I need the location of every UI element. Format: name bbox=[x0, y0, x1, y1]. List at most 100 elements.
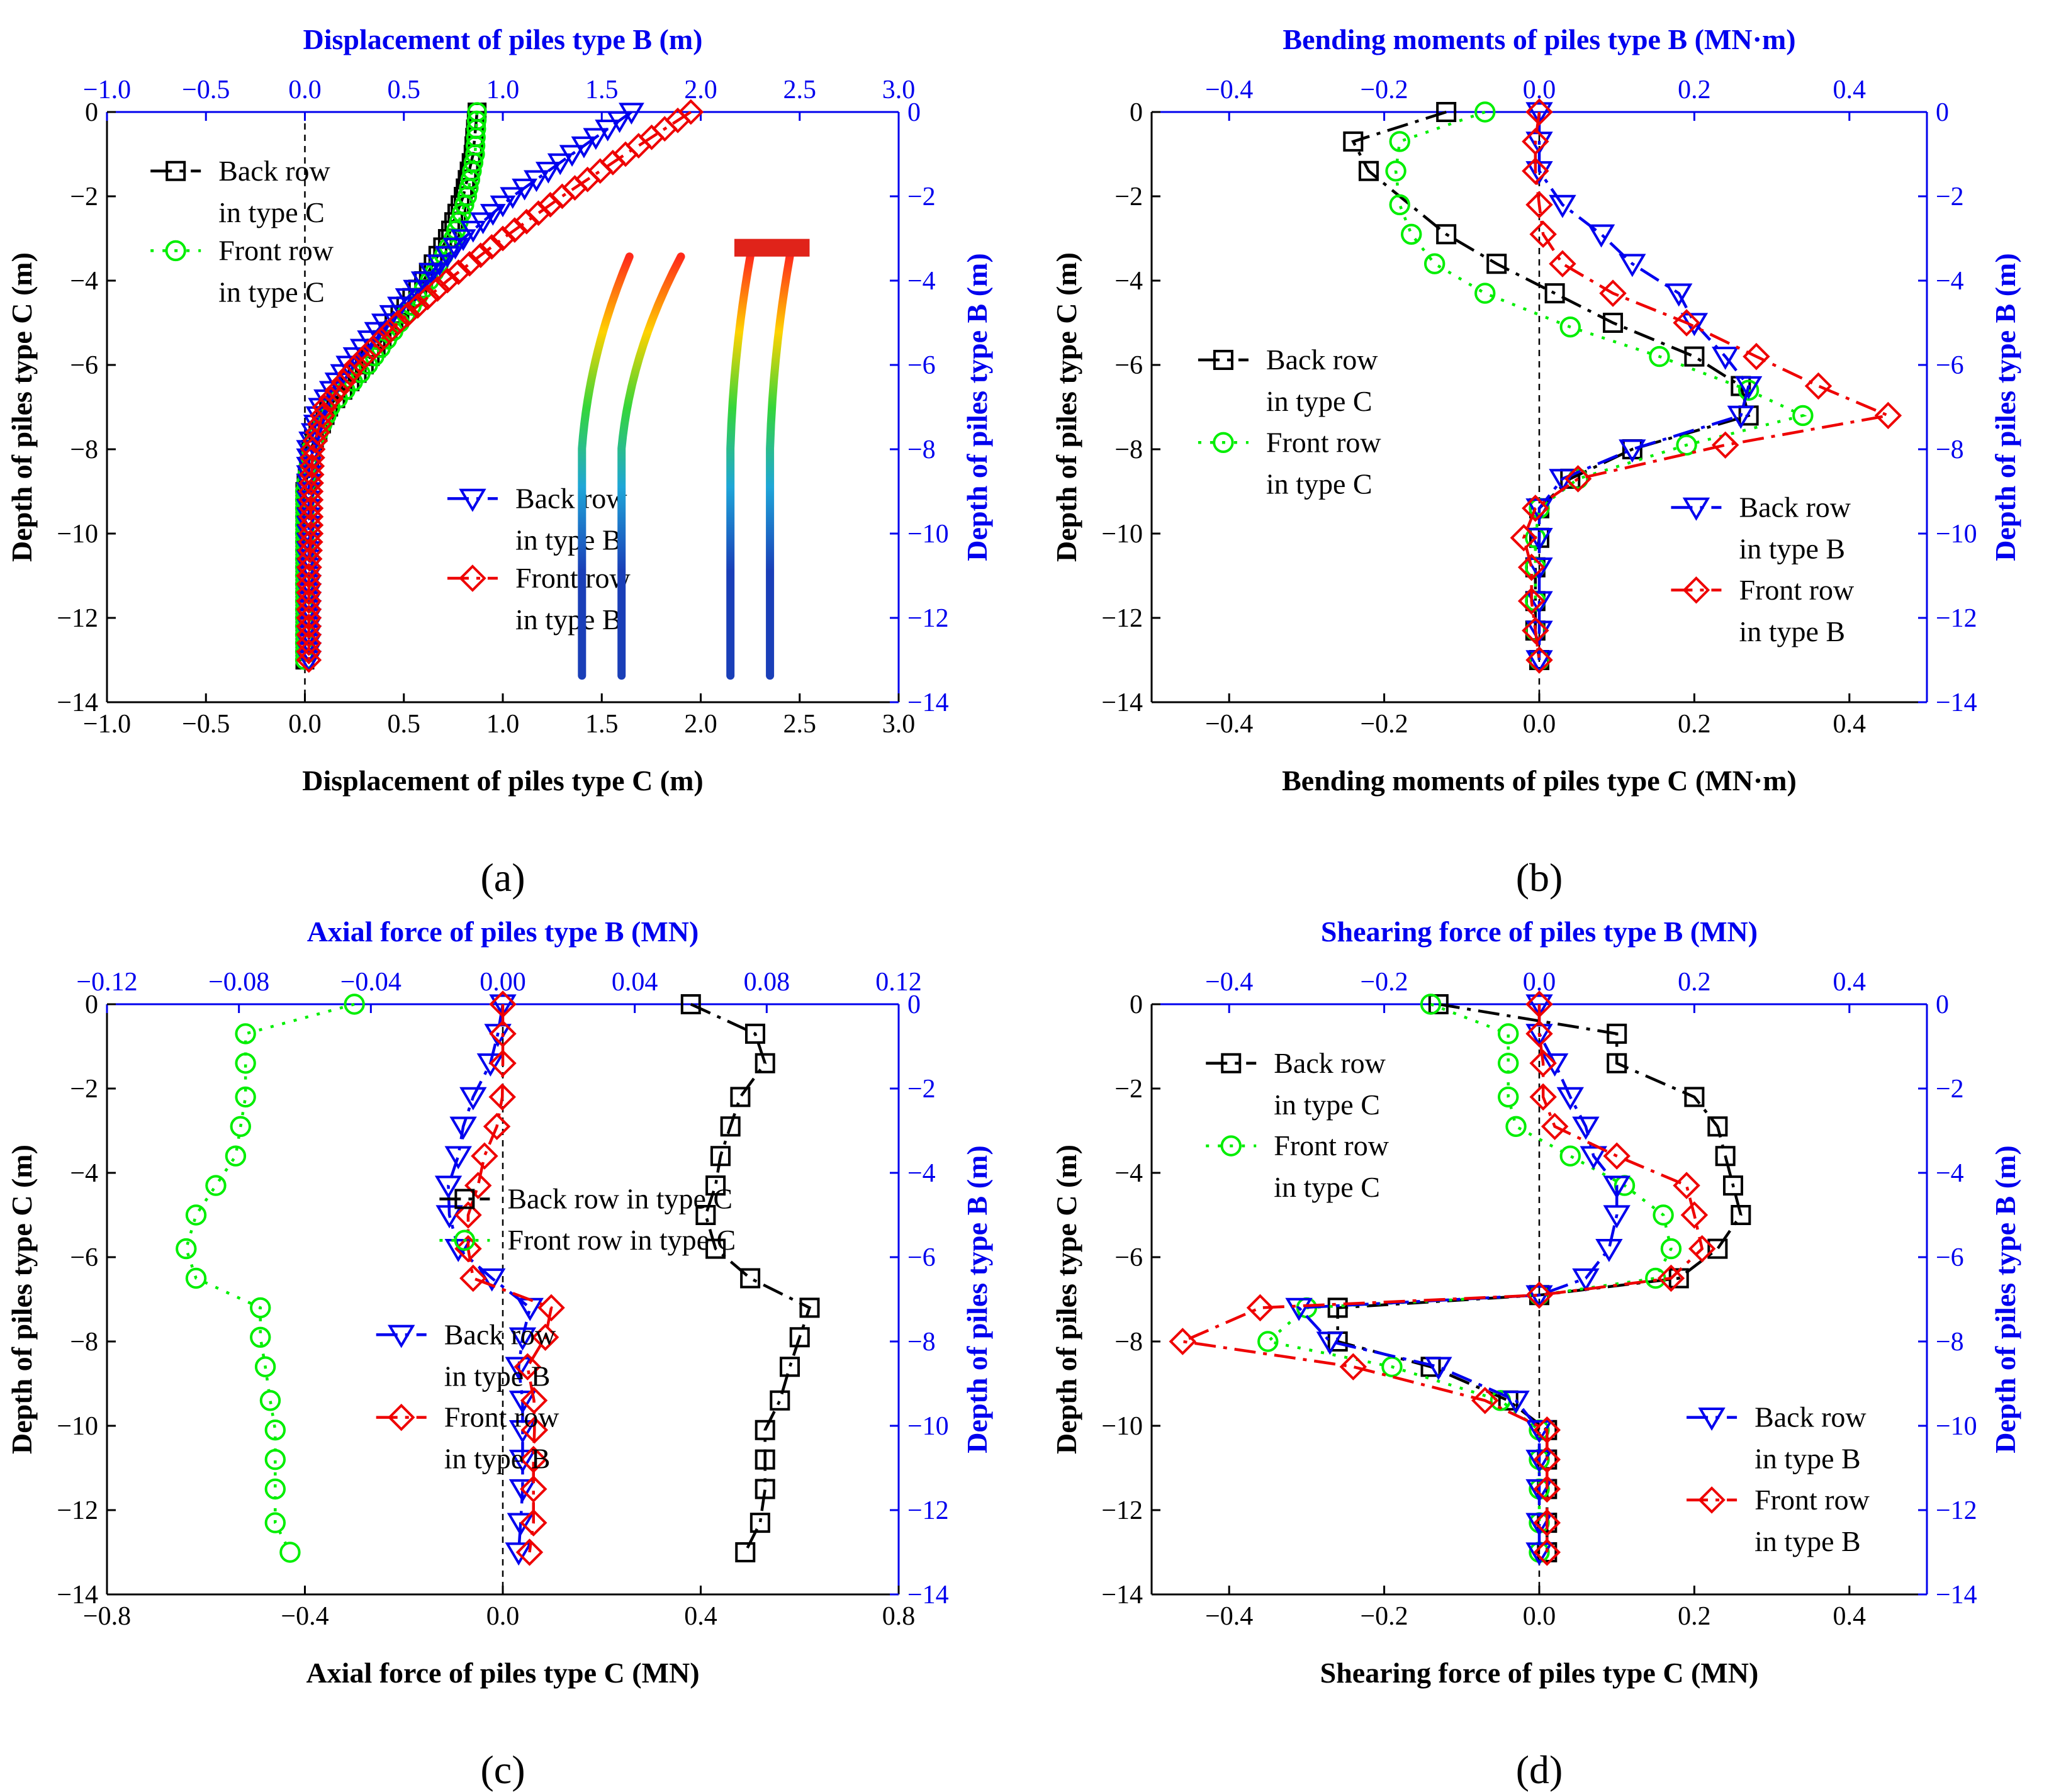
legend-label: Front row bbox=[1266, 426, 1381, 458]
legend-marker bbox=[1221, 1053, 1242, 1073]
y-tick-label: −14 bbox=[57, 1581, 98, 1610]
data-point bbox=[479, 234, 505, 260]
legend-label: Front row bbox=[1274, 1129, 1389, 1162]
data-point bbox=[1541, 1112, 1569, 1141]
data-point bbox=[1525, 990, 1553, 1018]
right-y-tick-label: −12 bbox=[907, 604, 949, 633]
legend-label: in type C bbox=[1266, 468, 1373, 500]
series-front_b bbox=[1169, 990, 1716, 1566]
y-tick-label: −12 bbox=[57, 604, 98, 633]
right-y-tick-label: 0 bbox=[1936, 98, 1949, 127]
data-point bbox=[1529, 220, 1557, 249]
data-point bbox=[1423, 253, 1446, 274]
data-point bbox=[434, 1175, 463, 1199]
y-tick-label: −10 bbox=[57, 520, 98, 549]
top-x-tick-label: −0.2 bbox=[1361, 968, 1408, 997]
data-point bbox=[1498, 1023, 1519, 1044]
top-x-tick-label: −0.08 bbox=[208, 968, 269, 997]
x-tick-label: 1.5 bbox=[585, 710, 619, 739]
legend-label: in type C bbox=[218, 196, 325, 228]
panel-label: (a) bbox=[480, 855, 525, 900]
data-point bbox=[454, 1235, 482, 1263]
right-y-tick-label: −8 bbox=[1936, 435, 1964, 464]
data-point bbox=[300, 436, 326, 462]
data-point bbox=[1529, 1050, 1557, 1077]
data-point bbox=[489, 994, 517, 1018]
data-point bbox=[264, 1448, 286, 1470]
data-point bbox=[1525, 1281, 1553, 1309]
x-tick-label: 0.0 bbox=[1523, 710, 1556, 739]
y-axis-title: Depth of piles type C (m) bbox=[1050, 1145, 1082, 1454]
top-x-tick-label: −0.12 bbox=[76, 968, 137, 997]
y-tick-label: −10 bbox=[1101, 1412, 1143, 1441]
data-point bbox=[1339, 1353, 1367, 1380]
series-back_c bbox=[680, 994, 820, 1562]
series-line bbox=[1296, 1004, 1619, 1552]
series-back_b bbox=[1285, 994, 1631, 1566]
legend-entry-back_c: Back row in type C bbox=[439, 1183, 733, 1215]
chart-panel-a: −1.0 −0.5 0.0 0.5 1.0 1.5 2.0 2.5 3.0 −1.0 −0.5 0.0… bbox=[6, 23, 993, 900]
legend-marker bbox=[1213, 432, 1234, 453]
chart-panel-d: −0.4 −0.2 0.0 0.2 0.4−0.4 −0.2 0.0 0.2 0.40 0−2 −2… bbox=[1050, 916, 2021, 1792]
data-point bbox=[250, 1297, 271, 1319]
data-point bbox=[508, 1479, 537, 1503]
y-tick-label: −2 bbox=[1114, 1075, 1143, 1104]
data-point bbox=[1737, 379, 1760, 401]
data-point bbox=[296, 563, 322, 589]
right-y-tick-label: −2 bbox=[1936, 1075, 1964, 1104]
series-line bbox=[466, 1004, 553, 1553]
data-point bbox=[344, 994, 365, 1015]
data-point bbox=[575, 166, 600, 193]
data-point bbox=[1711, 431, 1739, 459]
y-tick-label: 0 bbox=[1130, 990, 1143, 1019]
data-point bbox=[705, 1238, 726, 1259]
data-point bbox=[254, 1356, 276, 1377]
right-y-tick-label: 0 bbox=[907, 990, 921, 1019]
data-point bbox=[1619, 254, 1646, 277]
data-point bbox=[505, 1542, 532, 1566]
data-point bbox=[1684, 346, 1705, 367]
data-point bbox=[678, 99, 704, 125]
data-point bbox=[1522, 128, 1549, 155]
right-y-tick-label: −2 bbox=[907, 182, 936, 211]
data-point bbox=[298, 478, 324, 505]
data-point bbox=[1246, 1294, 1274, 1322]
data-point bbox=[587, 158, 614, 184]
legend-label: Front row bbox=[515, 562, 631, 594]
data-point bbox=[298, 503, 324, 530]
top-x-tick-label: −0.4 bbox=[1205, 76, 1253, 104]
legend-entry-front_c: Front row in type C bbox=[1206, 1129, 1389, 1203]
x-tick-label: −0.5 bbox=[182, 710, 230, 739]
y-tick-label: −10 bbox=[57, 1412, 98, 1441]
data-point bbox=[755, 1479, 775, 1499]
data-point bbox=[1385, 160, 1406, 182]
data-point bbox=[1389, 194, 1410, 216]
data-point bbox=[296, 605, 322, 631]
data-point bbox=[1587, 224, 1615, 248]
data-point bbox=[454, 1201, 482, 1229]
legend-label: in type B bbox=[1739, 532, 1845, 564]
right-y-tick-label: −14 bbox=[1936, 1581, 1977, 1610]
top-x-tick-label: −0.4 bbox=[1205, 968, 1253, 997]
data-point bbox=[502, 217, 528, 243]
data-point bbox=[744, 1023, 765, 1044]
top-axis-title: Displacement of piles type B (m) bbox=[303, 23, 703, 55]
right-y-tick-label: −8 bbox=[907, 1328, 936, 1357]
data-point bbox=[1645, 1267, 1666, 1289]
data-point bbox=[1657, 1264, 1685, 1292]
right-y-tick-label: −8 bbox=[907, 435, 936, 464]
y-tick-label: −6 bbox=[1114, 351, 1143, 380]
data-point bbox=[1599, 279, 1627, 307]
data-point bbox=[296, 554, 322, 580]
legend-marker bbox=[1682, 497, 1710, 521]
data-point bbox=[730, 1087, 751, 1107]
data-point bbox=[1525, 646, 1553, 674]
data-point bbox=[324, 377, 351, 403]
data-point bbox=[1723, 1175, 1743, 1196]
right-axis-title: Depth of piles type B (m) bbox=[1989, 1145, 2021, 1453]
data-point bbox=[302, 428, 328, 454]
top-x-tick-label: 0.04 bbox=[612, 968, 658, 997]
data-point bbox=[230, 1116, 251, 1138]
data-point bbox=[514, 1353, 542, 1380]
